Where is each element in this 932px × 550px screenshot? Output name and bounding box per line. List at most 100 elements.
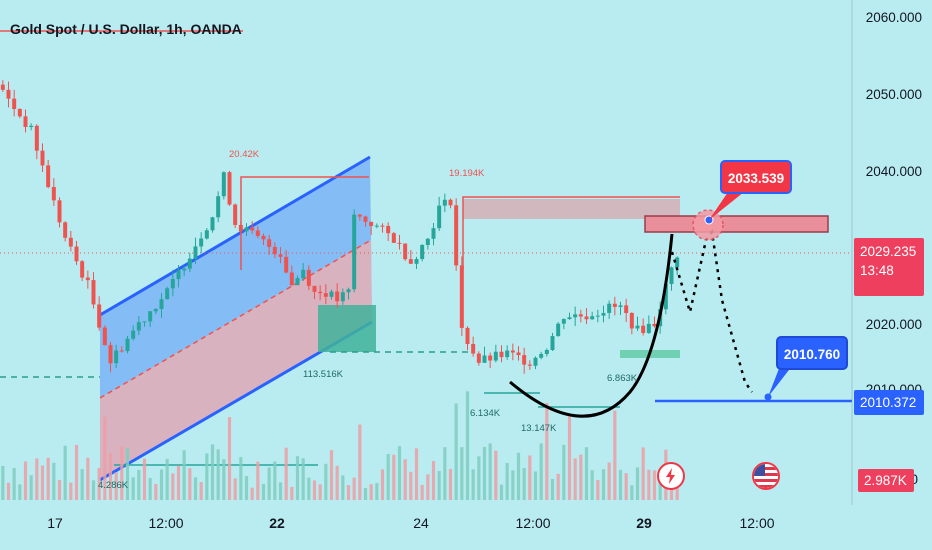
volume-bar [125, 448, 130, 500]
candle-body [663, 283, 668, 310]
candle-body [397, 242, 402, 244]
candle-body [153, 308, 158, 312]
volume-bar [18, 484, 22, 500]
volume-bar [329, 450, 334, 500]
candle-body [499, 351, 504, 358]
candle-body [301, 269, 306, 279]
candle-body [261, 235, 266, 240]
candle-body [646, 323, 651, 334]
volume-bar [284, 447, 288, 500]
candle-body [46, 165, 51, 188]
target-callout-pointer [768, 366, 792, 397]
candle-body [544, 349, 549, 355]
candle-body [510, 350, 515, 353]
target-callout[interactable]: 2010.760 [776, 336, 848, 370]
candle-body [12, 98, 17, 109]
candle-body [386, 225, 391, 234]
candle-body [612, 303, 617, 307]
volume-bar [74, 444, 79, 500]
candle-body [51, 187, 56, 201]
candle-body [131, 330, 136, 339]
volume-bar [477, 456, 481, 500]
candle-body [34, 125, 39, 151]
candle-body [244, 227, 249, 232]
volume-bar [596, 479, 600, 500]
candle-body [573, 314, 578, 318]
resistance-callout[interactable]: 2033.539 [720, 160, 792, 194]
candle-body [176, 270, 181, 280]
candle-body [567, 317, 572, 320]
candle-body [454, 205, 459, 266]
candle-body [267, 239, 272, 247]
candle-body [221, 172, 226, 197]
volume-annotation-c: 113.516K [303, 369, 343, 380]
candle-body [414, 259, 419, 264]
volume-bar [137, 469, 141, 500]
volume-bar [590, 470, 594, 500]
candle-body [255, 230, 260, 236]
volume-bar [573, 458, 577, 500]
volume-bar [188, 468, 192, 500]
candle-body [420, 244, 425, 260]
volume-bar [324, 463, 328, 500]
volume-bar [114, 472, 118, 500]
candle-body [136, 322, 141, 331]
candle-body [159, 299, 164, 309]
candle-body [675, 257, 680, 268]
candle-body [624, 305, 629, 314]
candle-body [465, 327, 470, 344]
volume-bar [363, 487, 368, 500]
volume-bar [618, 469, 623, 500]
peak-marker-a [240, 176, 369, 270]
candle-body [80, 261, 85, 278]
volume-bar [312, 480, 317, 500]
price-label-2060: 2060.000 [865, 10, 922, 25]
candle-body [635, 325, 640, 329]
volume-bar [40, 465, 45, 500]
volume-annotation-d: 6.134K [470, 408, 501, 419]
volume-bar [341, 475, 345, 500]
volume-bar [159, 469, 164, 500]
volume-bar [267, 467, 271, 500]
candle-body [125, 338, 130, 352]
candle-body [607, 303, 612, 313]
volume-bar [80, 469, 84, 500]
volume-bar [397, 446, 402, 500]
volume-bar [533, 471, 538, 500]
volume-bar [256, 461, 260, 500]
candle-body [227, 172, 232, 205]
candle-body [669, 267, 674, 284]
volume-bar [352, 477, 356, 500]
volume-annotation-e: 13.147K [521, 423, 557, 434]
candle-body [459, 265, 464, 328]
resistance-box [644, 215, 829, 233]
candle-body [63, 222, 68, 238]
volume-bar [579, 454, 583, 500]
candle-body [6, 89, 11, 99]
us-flag-icon[interactable] [752, 462, 780, 490]
candle-body [539, 354, 544, 358]
time-label-22: 22 [269, 515, 285, 531]
volume-bar [103, 416, 107, 500]
candle-body [369, 221, 374, 226]
volume-bar [278, 482, 283, 500]
channel-lower-fill [100, 240, 372, 480]
volume-bar [511, 470, 515, 500]
volume-bar [63, 445, 67, 500]
volume-bar [488, 443, 492, 500]
volume-bar [392, 454, 396, 500]
candle-body [482, 355, 487, 363]
volume-scale-label: 0 [910, 472, 918, 487]
volume-bar [295, 456, 300, 500]
candle-body [97, 304, 102, 328]
lightning-icon[interactable] [657, 462, 685, 490]
volume-bar [57, 480, 62, 500]
candle-body [57, 200, 62, 223]
volume-bar [358, 424, 362, 500]
volume-bar [584, 447, 589, 500]
candle-body [408, 259, 413, 264]
candle-body [335, 291, 340, 302]
volume-bar [624, 473, 628, 500]
candle-body [505, 350, 510, 358]
